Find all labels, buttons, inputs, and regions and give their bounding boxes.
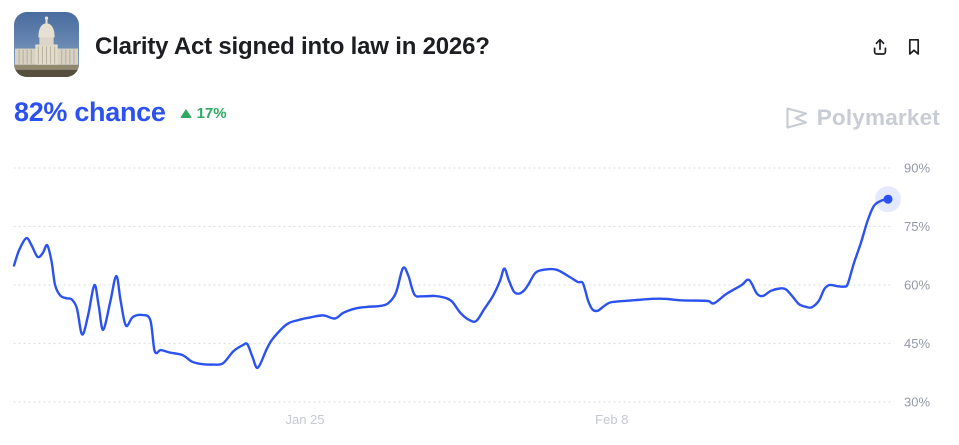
y-axis-tick-label: 75%	[904, 219, 930, 234]
share-icon	[873, 38, 887, 55]
header-actions	[870, 37, 924, 57]
polymarket-watermark: Polymarket	[782, 104, 940, 132]
polymarket-watermark-label: Polymarket	[816, 105, 940, 130]
capitol-building-icon	[14, 12, 79, 77]
price-change-badge: 17%	[179, 105, 227, 122]
current-odds-row: 82% chance 17%	[14, 97, 227, 128]
probability-chart[interactable]: 90% 75% 60% 45% 30% Jan 25 Feb 8	[0, 145, 959, 445]
market-title: Clarity Act signed into law in 2026?	[95, 33, 490, 60]
endpoint-dot	[883, 194, 893, 204]
triangle-up-icon	[179, 109, 192, 118]
polymarket-logo-icon	[786, 107, 807, 129]
price-change-value: 17%	[196, 105, 227, 122]
y-axis-tick-label: 60%	[904, 278, 930, 293]
y-axis-tick-label: 45%	[904, 336, 930, 351]
share-button[interactable]	[870, 37, 890, 57]
probability-line	[12, 198, 890, 369]
y-axis-tick-label: 30%	[904, 395, 930, 410]
bookmark-icon	[908, 38, 920, 55]
chance-value: 82% chance	[14, 97, 166, 127]
x-axis-tick-label: Feb 8	[595, 412, 628, 427]
x-axis-tick-label: Jan 25	[285, 412, 324, 427]
market-image-capitol	[14, 12, 79, 77]
y-axis-tick-label: 90%	[904, 161, 930, 176]
bookmark-button[interactable]	[904, 37, 924, 57]
